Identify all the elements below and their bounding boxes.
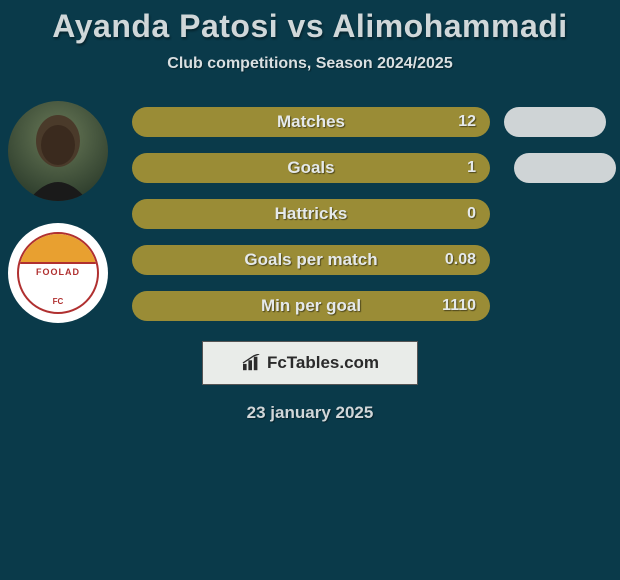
club-suffix-label: FC (19, 297, 97, 306)
stat-row-min-per-goal: Min per goal 1110 (132, 291, 490, 321)
stat-label: Goals (132, 153, 490, 183)
stat-label: Goals per match (132, 245, 490, 275)
stat-row-hattricks: Hattricks 0 (132, 199, 490, 229)
stat-label: Matches (132, 107, 490, 137)
date-label: 23 january 2025 (0, 403, 620, 423)
opponent-pill-1 (504, 107, 606, 137)
player-avatar (8, 101, 108, 201)
club-badge-stripe (19, 234, 97, 264)
opponent-pill-2 (514, 153, 616, 183)
stat-value: 0 (467, 199, 476, 229)
stat-row-matches: Matches 12 (132, 107, 490, 137)
avatar-column: FOOLAD FC (8, 101, 118, 323)
stats-area: FOOLAD FC Matches 12 Goals 1 Hattricks 0 (0, 107, 620, 321)
branding-text: FcTables.com (267, 353, 379, 373)
subtitle: Club competitions, Season 2024/2025 (0, 55, 620, 73)
bar-chart-icon (241, 354, 263, 372)
stat-value: 1 (467, 153, 476, 183)
stat-row-goals: Goals 1 (132, 153, 490, 183)
stat-value: 12 (458, 107, 476, 137)
avatar-placeholder-icon (8, 101, 108, 201)
stat-value: 1110 (442, 291, 476, 321)
club-badge-inner: FOOLAD FC (17, 232, 99, 314)
club-badge: FOOLAD FC (8, 223, 108, 323)
bars-column: Matches 12 Goals 1 Hattricks 0 Goals per… (132, 107, 490, 321)
club-name-label: FOOLAD (19, 267, 97, 277)
branding-badge: FcTables.com (202, 341, 418, 385)
page-title: Ayanda Patosi vs Alimohammadi (0, 8, 620, 45)
root-container: Ayanda Patosi vs Alimohammadi Club compe… (0, 0, 620, 580)
stat-value: 0.08 (445, 245, 476, 275)
stat-label: Hattricks (132, 199, 490, 229)
stat-label: Min per goal (132, 291, 490, 321)
stat-row-goals-per-match: Goals per match 0.08 (132, 245, 490, 275)
